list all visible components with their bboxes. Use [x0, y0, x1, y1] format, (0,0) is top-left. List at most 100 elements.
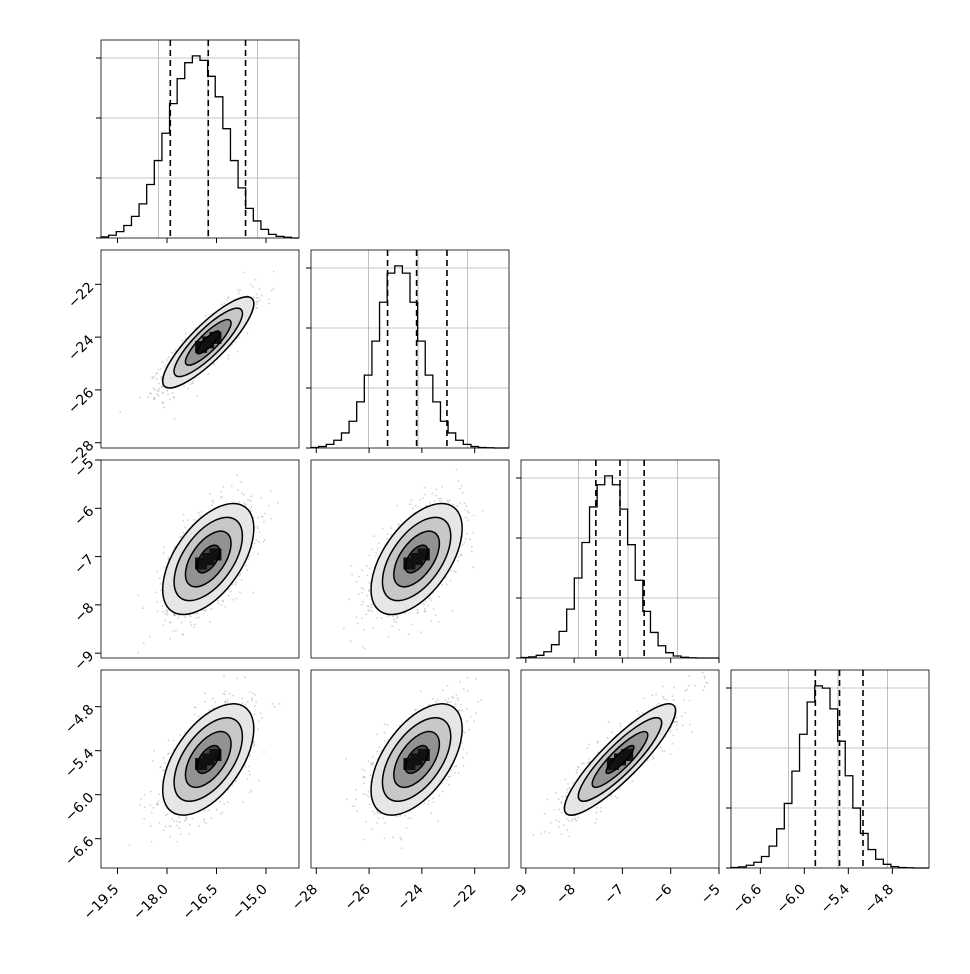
scatter-point — [165, 814, 167, 816]
scatter-point — [396, 505, 398, 507]
y-tick-label: −6.6 — [62, 834, 97, 869]
scatter-point — [163, 757, 165, 759]
scatter-point — [257, 553, 259, 555]
scatter-point — [257, 729, 259, 731]
scatter-point — [468, 512, 470, 514]
scatter-point — [366, 595, 368, 597]
scatter-point — [270, 518, 272, 520]
scatter-point — [194, 519, 196, 521]
scatter-point — [358, 576, 360, 578]
scatter-point — [241, 579, 243, 581]
scatter-point — [268, 505, 270, 507]
y-tick-label: −7 — [71, 552, 97, 578]
scatter-point — [159, 577, 161, 579]
scatter-point — [350, 565, 352, 567]
scatter-point — [140, 798, 142, 800]
scatter-point — [158, 800, 160, 802]
scatter-point — [178, 817, 180, 819]
scatter-point — [361, 592, 363, 594]
x-tick-label: −18.0 — [130, 882, 172, 924]
scatter-point — [250, 500, 252, 502]
scatter-point — [251, 506, 253, 508]
scatter-point — [424, 487, 426, 489]
scatter-point — [254, 279, 256, 281]
scatter-point — [365, 821, 367, 823]
scatter-point — [371, 610, 373, 612]
scatter-point — [393, 621, 395, 623]
scatter-point — [156, 571, 158, 573]
scatter-point — [162, 361, 164, 363]
scatter-point — [255, 701, 257, 703]
scatter-point — [423, 603, 425, 605]
scatter-point — [368, 606, 370, 608]
scatter-point — [182, 340, 184, 342]
scatter-point — [243, 272, 245, 274]
scatter-point — [243, 494, 245, 496]
scatter-point — [376, 734, 378, 736]
scatter-point — [142, 607, 144, 609]
scatter-point — [398, 629, 400, 631]
scatter-point — [208, 709, 210, 711]
scatter-point — [189, 833, 191, 835]
scatter-point — [251, 697, 253, 699]
scatter-point — [240, 573, 242, 575]
scatter-point — [473, 515, 475, 517]
scatter-point — [216, 809, 218, 811]
scatter-point — [433, 801, 435, 803]
scatter-point — [205, 822, 207, 824]
scatter-point — [177, 617, 179, 619]
scatter-point — [396, 616, 398, 618]
scatter-point — [228, 296, 230, 298]
scatter-point — [211, 817, 213, 819]
scatter-point — [232, 599, 234, 601]
scatter-point — [430, 620, 432, 622]
scatter-point — [198, 825, 200, 827]
scatter-point — [179, 821, 181, 823]
scatter-point — [211, 504, 213, 506]
scatter-point — [221, 812, 223, 814]
scatter-point — [167, 390, 169, 392]
scatter-point — [386, 538, 388, 540]
scatter-point — [194, 714, 196, 716]
scatter-point — [424, 610, 426, 612]
scatter-point — [264, 539, 266, 541]
scatter-point — [156, 803, 158, 805]
scatter-point — [452, 697, 454, 699]
scatter-point — [375, 555, 377, 557]
scatter-point — [263, 751, 265, 753]
scatter-point — [381, 617, 383, 619]
scatter-point — [170, 622, 172, 624]
scatter-point — [215, 701, 217, 703]
scatter-point — [263, 541, 265, 543]
scatter-point — [220, 813, 222, 815]
scatter-point — [343, 628, 345, 630]
scatter-point — [223, 675, 225, 677]
scatter-point — [150, 791, 152, 793]
scatter-point — [177, 841, 179, 843]
scatter-point — [158, 388, 160, 390]
scatter-point — [268, 303, 270, 305]
scatter-point — [169, 638, 171, 640]
scatter-point — [205, 315, 207, 317]
scatter-point — [439, 500, 441, 502]
scatter-point — [249, 766, 251, 768]
scatter-point — [190, 624, 192, 626]
scatter-point — [158, 383, 160, 385]
scatter-point — [190, 616, 192, 618]
scatter-point — [463, 542, 465, 544]
scatter-point — [149, 636, 151, 638]
scatter-point — [187, 388, 189, 390]
scatter-point — [153, 750, 155, 752]
scatter-point — [249, 754, 251, 756]
scatter-point — [232, 695, 234, 697]
scatter-point — [274, 706, 276, 708]
scatter-point — [435, 489, 437, 491]
scatter-point — [183, 532, 185, 534]
y-tick-label: −5.4 — [62, 746, 97, 781]
scatter-point — [450, 570, 452, 572]
scatter-point — [471, 550, 473, 552]
scatter-point — [239, 591, 241, 593]
scatter-point — [175, 350, 177, 352]
scatter-point — [227, 699, 229, 701]
scatter-point — [189, 824, 191, 826]
